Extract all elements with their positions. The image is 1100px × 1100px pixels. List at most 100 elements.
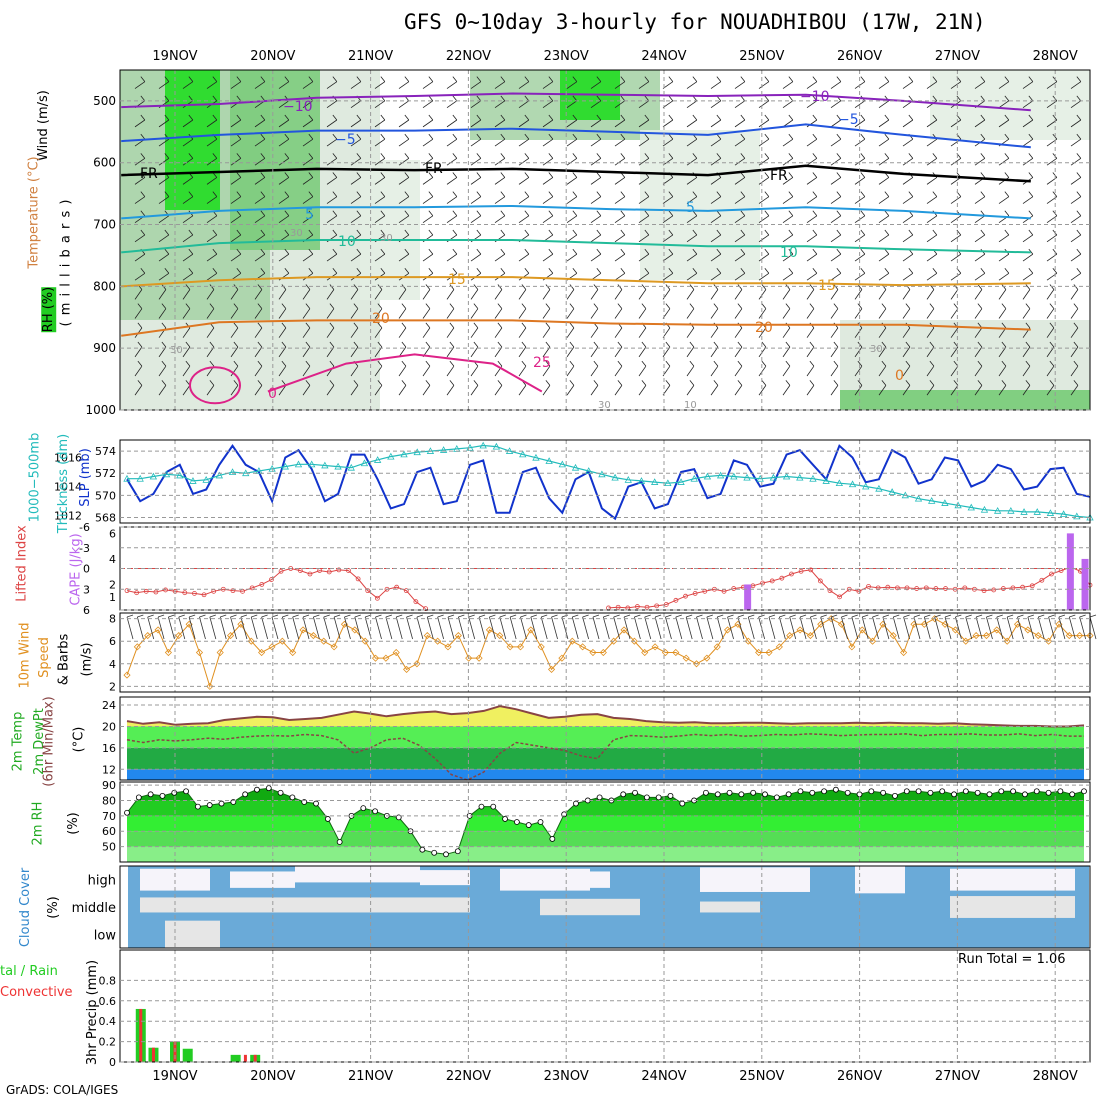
wind-barb — [782, 385, 791, 396]
wind-barb — [1076, 210, 1082, 217]
wind-barb — [377, 322, 383, 329]
wind-barb — [476, 210, 482, 217]
y-tick-cape: 6 — [109, 527, 116, 540]
isotherm-5 — [121, 204, 1031, 220]
wind-barb — [524, 133, 530, 140]
wind-barb — [926, 289, 935, 300]
label-wind10-b: Speed — [36, 637, 52, 678]
thickness-marker — [532, 453, 540, 461]
wind-barb — [734, 81, 746, 89]
wind-barb — [332, 76, 338, 82]
date-label-bottom: 24NOV — [641, 1069, 686, 1084]
wind-barb — [134, 308, 143, 319]
wind-barb — [236, 76, 242, 82]
wind-barb — [788, 210, 794, 217]
wind-barb — [449, 303, 455, 309]
wind-barb — [1070, 253, 1082, 262]
wind-barb — [494, 177, 506, 185]
wind-barb — [689, 380, 695, 386]
wind-barb-10m — [530, 614, 537, 618]
wind-barb — [566, 289, 575, 300]
wind-barb — [662, 157, 674, 166]
lifted-index-point — [374, 595, 380, 601]
wind-barb-10m — [1079, 616, 1087, 640]
wind-barb — [470, 289, 479, 300]
wind-speed-point — [123, 671, 131, 679]
wind-barb-10m — [520, 616, 527, 640]
wind-barb — [470, 177, 482, 185]
wind-speed-point — [931, 615, 939, 623]
wind-barb — [236, 95, 242, 102]
y-tick-lifted: 6 — [83, 604, 90, 617]
wind-barb — [812, 210, 818, 217]
wind-barb — [740, 153, 746, 159]
wind-barb-10m — [768, 616, 776, 640]
wind-barb — [473, 303, 479, 309]
wind-barb-10m — [344, 616, 351, 640]
y-tick-rh: 70 — [102, 810, 116, 823]
wind-barb — [641, 380, 647, 386]
wind-barb — [1073, 303, 1079, 309]
lifted-index-point — [1049, 571, 1054, 577]
rh-point — [1057, 788, 1064, 795]
wind-barb — [260, 114, 266, 121]
wind-barb — [353, 284, 359, 290]
rh-contour-label: 10 — [684, 400, 697, 411]
wind-barb — [134, 196, 146, 204]
wind-barb-10m — [913, 614, 921, 618]
wind-barb — [977, 303, 983, 309]
wind-barb — [350, 177, 362, 185]
wind-barb — [926, 365, 935, 377]
wind-barb — [1049, 303, 1055, 309]
wind-barb — [134, 177, 146, 185]
wind-barb — [662, 272, 674, 281]
wind-barb — [422, 215, 434, 224]
wind-barb — [572, 172, 578, 178]
rh-contour-label: 30 — [290, 228, 303, 239]
rh-point — [974, 789, 981, 796]
rh-point — [502, 816, 508, 822]
wind-barb — [518, 289, 527, 300]
wind-barb — [164, 248, 170, 255]
wind-barb — [182, 289, 191, 300]
wind-barb — [782, 253, 794, 262]
wind-barb — [542, 289, 551, 300]
wind-barb — [350, 365, 359, 377]
cloud-block — [590, 871, 610, 888]
wind-barb — [686, 196, 698, 204]
wind-barb — [932, 268, 938, 274]
wind-barb — [470, 138, 482, 147]
wind-barb — [566, 100, 578, 109]
wind-barb — [668, 153, 674, 159]
wind-barb — [785, 380, 791, 386]
wind-barb-10m — [220, 614, 227, 618]
wind-barb — [278, 177, 290, 185]
wind-barb — [446, 215, 458, 224]
rh-point — [171, 789, 178, 796]
wind-barb — [548, 248, 554, 255]
wind-barb — [950, 81, 962, 89]
wind-barb — [206, 289, 215, 300]
wind-barb — [758, 196, 770, 204]
wind-barb — [716, 133, 722, 140]
lifted-index-point — [413, 599, 419, 605]
wind-barb — [1028, 268, 1034, 274]
wind-barb — [644, 191, 650, 197]
wind-barb — [500, 172, 506, 178]
wind-barb-10m — [592, 616, 600, 640]
wind-barb — [668, 114, 674, 121]
wind-barb — [281, 322, 287, 329]
wind-barb — [542, 81, 554, 89]
wind-barb — [1022, 234, 1034, 243]
wind-barb-10m — [1027, 614, 1034, 618]
wind-barb — [404, 76, 410, 82]
rh-point — [762, 791, 768, 798]
wind-barb — [788, 172, 794, 178]
wind-barb — [425, 303, 431, 309]
wind-barb-10m — [1017, 614, 1024, 618]
wind-barb — [212, 268, 218, 274]
wind-barb — [620, 268, 626, 274]
wind-barb-10m — [644, 614, 651, 618]
wind-barb — [254, 177, 266, 185]
wind-barb — [374, 308, 383, 319]
